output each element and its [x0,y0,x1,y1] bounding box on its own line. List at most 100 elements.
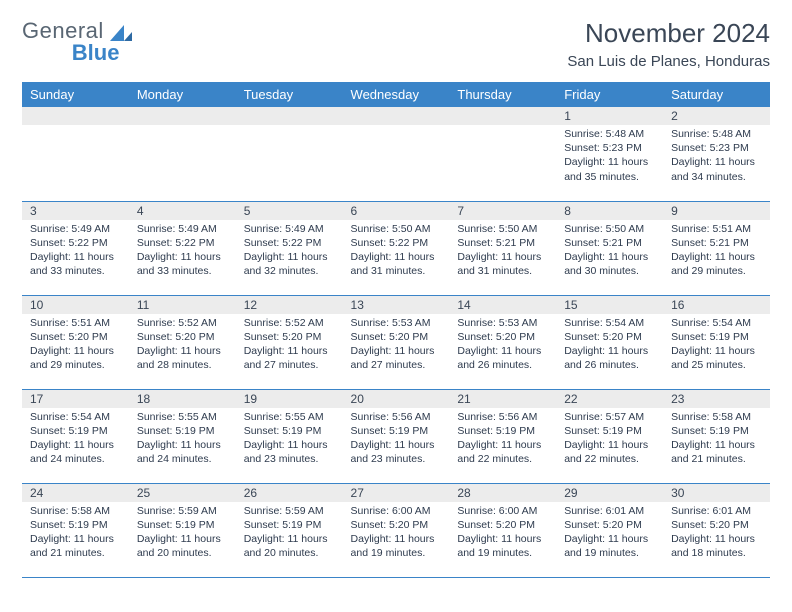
sunrise-text: Sunrise: 5:49 AM [244,222,335,236]
sunrise-text: Sunrise: 5:55 AM [137,410,228,424]
day-number: 5 [236,202,343,220]
weekday-header: Wednesday [343,82,450,107]
day-details: Sunrise: 5:56 AMSunset: 5:19 PMDaylight:… [343,408,450,471]
calendar-day-cell: 30Sunrise: 6:01 AMSunset: 5:20 PMDayligh… [663,483,770,577]
weekday-header: Sunday [22,82,129,107]
calendar-week-row: 3Sunrise: 5:49 AMSunset: 5:22 PMDaylight… [22,201,770,295]
calendar-day-cell [343,107,450,201]
calendar-day-cell: 13Sunrise: 5:53 AMSunset: 5:20 PMDayligh… [343,295,450,389]
sunrise-text: Sunrise: 5:56 AM [457,410,548,424]
sunset-text: Sunset: 5:19 PM [671,424,762,438]
daylight-text: Daylight: 11 hours and 22 minutes. [564,438,655,466]
day-details: Sunrise: 5:49 AMSunset: 5:22 PMDaylight:… [129,220,236,283]
daylight-text: Daylight: 11 hours and 21 minutes. [671,438,762,466]
day-number: 6 [343,202,450,220]
day-details [449,125,556,185]
daylight-text: Daylight: 11 hours and 24 minutes. [137,438,228,466]
day-number: 21 [449,390,556,408]
day-details: Sunrise: 5:53 AMSunset: 5:20 PMDaylight:… [343,314,450,377]
day-number: 3 [22,202,129,220]
weekday-header: Thursday [449,82,556,107]
calendar-week-row: 10Sunrise: 5:51 AMSunset: 5:20 PMDayligh… [22,295,770,389]
weekday-header: Tuesday [236,82,343,107]
calendar-day-cell: 27Sunrise: 6:00 AMSunset: 5:20 PMDayligh… [343,483,450,577]
location-label: San Luis de Planes, Honduras [567,53,770,70]
sunset-text: Sunset: 5:22 PM [30,236,121,250]
sunrise-text: Sunrise: 5:48 AM [671,127,762,141]
day-number: 17 [22,390,129,408]
calendar-day-cell: 16Sunrise: 5:54 AMSunset: 5:19 PMDayligh… [663,295,770,389]
sunrise-text: Sunrise: 5:54 AM [30,410,121,424]
sunrise-text: Sunrise: 5:59 AM [137,504,228,518]
sunrise-text: Sunrise: 5:50 AM [457,222,548,236]
sunrise-text: Sunrise: 5:51 AM [671,222,762,236]
calendar-week-row: 1Sunrise: 5:48 AMSunset: 5:23 PMDaylight… [22,107,770,201]
sunrise-text: Sunrise: 6:00 AM [351,504,442,518]
day-details: Sunrise: 5:53 AMSunset: 5:20 PMDaylight:… [449,314,556,377]
title-area: November 2024 San Luis de Planes, Hondur… [567,18,770,70]
sunset-text: Sunset: 5:19 PM [137,518,228,532]
calendar-day-cell: 6Sunrise: 5:50 AMSunset: 5:22 PMDaylight… [343,201,450,295]
day-details: Sunrise: 5:54 AMSunset: 5:20 PMDaylight:… [556,314,663,377]
sunset-text: Sunset: 5:22 PM [351,236,442,250]
sunset-text: Sunset: 5:21 PM [457,236,548,250]
daylight-text: Daylight: 11 hours and 33 minutes. [30,250,121,278]
day-number [343,107,450,125]
sunset-text: Sunset: 5:19 PM [137,424,228,438]
day-number: 4 [129,202,236,220]
sunrise-text: Sunrise: 5:52 AM [244,316,335,330]
calendar-thead: SundayMondayTuesdayWednesdayThursdayFrid… [22,82,770,107]
day-details: Sunrise: 5:49 AMSunset: 5:22 PMDaylight:… [236,220,343,283]
day-number: 7 [449,202,556,220]
calendar-day-cell: 20Sunrise: 5:56 AMSunset: 5:19 PMDayligh… [343,389,450,483]
calendar-day-cell: 18 Sunrise: 5:55 AMSunset: 5:19 PMDayligh… [129,389,236,483]
day-details: Sunrise: 5:48 AMSunset: 5:23 PMDaylight:… [663,125,770,188]
day-details: Sunrise: 6:01 AMSunset: 5:20 PMDaylight:… [663,502,770,565]
day-details: Sunrise: 5:51 AMSunset: 5:21 PMDaylight:… [663,220,770,283]
calendar-day-cell: 3Sunrise: 5:49 AMSunset: 5:22 PMDaylight… [22,201,129,295]
day-number [129,107,236,125]
daylight-text: Daylight: 11 hours and 19 minutes. [457,532,548,560]
day-number: 18 [129,390,236,408]
day-details: Sunrise: 5:52 AMSunset: 5:20 PMDaylight:… [129,314,236,377]
day-details: Sunrise: 5:51 AMSunset: 5:20 PMDaylight:… [22,314,129,377]
calendar-day-cell: 21Sunrise: 5:56 AMSunset: 5:19 PMDayligh… [449,389,556,483]
sunset-text: Sunset: 5:20 PM [137,330,228,344]
calendar-day-cell [236,107,343,201]
day-details [22,125,129,185]
day-details: Sunrise: 5:57 AMSunset: 5:19 PMDaylight:… [556,408,663,471]
day-details: Sunrise: 5:49 AMSunset: 5:22 PMDaylight:… [22,220,129,283]
daylight-text: Daylight: 11 hours and 32 minutes. [244,250,335,278]
calendar-day-cell: 7Sunrise: 5:50 AMSunset: 5:21 PMDaylight… [449,201,556,295]
day-details: Sunrise: 5:54 AMSunset: 5:19 PMDaylight:… [22,408,129,471]
sunset-text: Sunset: 5:20 PM [351,330,442,344]
day-details: Sunrise: 5:56 AMSunset: 5:19 PMDaylight:… [449,408,556,471]
calendar-week-row: 17Sunrise: 5:54 AMSunset: 5:19 PMDayligh… [22,389,770,483]
daylight-text: Daylight: 11 hours and 24 minutes. [30,438,121,466]
sunset-text: Sunset: 5:19 PM [351,424,442,438]
calendar-day-cell: 9Sunrise: 5:51 AMSunset: 5:21 PMDaylight… [663,201,770,295]
day-number: 28 [449,484,556,502]
daylight-text: Daylight: 11 hours and 28 minutes. [137,344,228,372]
calendar-day-cell: 1Sunrise: 5:48 AMSunset: 5:23 PMDaylight… [556,107,663,201]
sunrise-text: Sunrise: 5:50 AM [564,222,655,236]
calendar-day-cell: 23Sunrise: 5:58 AMSunset: 5:19 PMDayligh… [663,389,770,483]
sunrise-text: Sunrise: 6:01 AM [671,504,762,518]
sunset-text: Sunset: 5:20 PM [244,330,335,344]
sunset-text: Sunset: 5:19 PM [244,518,335,532]
sunrise-text: Sunrise: 5:48 AM [564,127,655,141]
calendar-day-cell [449,107,556,201]
calendar-day-cell: 29Sunrise: 6:01 AMSunset: 5:20 PMDayligh… [556,483,663,577]
daylight-text: Daylight: 11 hours and 30 minutes. [564,250,655,278]
calendar-day-cell: 24Sunrise: 5:58 AMSunset: 5:19 PMDayligh… [22,483,129,577]
sunset-text: Sunset: 5:20 PM [671,518,762,532]
day-details [129,125,236,185]
calendar-day-cell [129,107,236,201]
day-details [236,125,343,185]
weekday-header: Monday [129,82,236,107]
day-number: 15 [556,296,663,314]
sunrise-text: Sunrise: 5:54 AM [564,316,655,330]
day-number: 23 [663,390,770,408]
day-number: 10 [22,296,129,314]
daylight-text: Daylight: 11 hours and 26 minutes. [564,344,655,372]
